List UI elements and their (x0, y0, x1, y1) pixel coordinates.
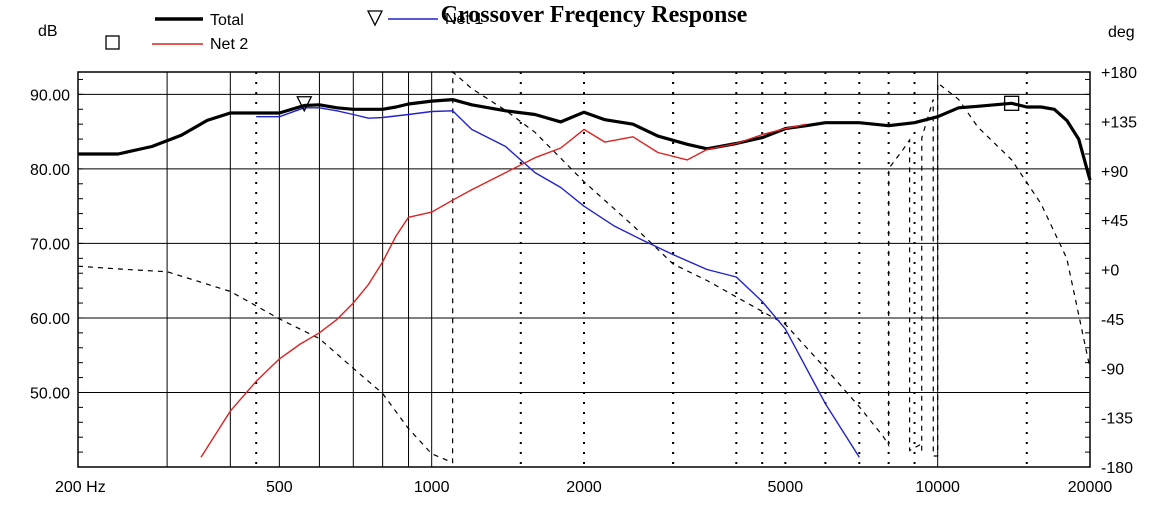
x-tick-label: 5000 (768, 479, 804, 496)
net1-triangle-down-marker (296, 96, 313, 113)
legend-label-net1: Net 1 (445, 11, 483, 28)
series-line-net-2 (200, 123, 807, 458)
y2-tick-label: +90 (1101, 164, 1128, 181)
left-axis-unit: dB (38, 23, 58, 40)
legend-triangle-down-icon (366, 10, 384, 27)
series-line-total (78, 98, 1092, 181)
x-tick-label: 200 Hz (55, 479, 106, 496)
y2-tick-label: +45 (1101, 213, 1128, 230)
y-tick-label: 60.00 (30, 311, 70, 328)
y-tick-label: 90.00 (30, 87, 70, 104)
x-tick-label: 500 (266, 479, 293, 496)
y-tick-label: 80.00 (30, 162, 70, 179)
x-tick-label: 1000 (414, 479, 450, 496)
y-tick-label: 70.00 (30, 236, 70, 253)
marker-layer (296, 95, 1020, 113)
x-tick-label: 10000 (915, 479, 960, 496)
legend: Total Net 2 Net 1 (105, 10, 483, 53)
x-tick-label: 2000 (566, 479, 602, 496)
y2-tick-label: +0 (1101, 263, 1119, 280)
plot-frame (77, 71, 1091, 468)
tick-layer: 90.00 80.00 70.00 60.00 50.00 +180 +135 +90 +45 +… (30, 65, 1137, 496)
y2-tick-label: -45 (1101, 312, 1124, 329)
legend-square-icon (105, 35, 120, 50)
x-tick-label: 20000 (1068, 479, 1113, 496)
series-line-net-1 (256, 107, 860, 458)
y2-tick-label: +180 (1101, 65, 1137, 82)
y2-tick-label: -180 (1101, 460, 1133, 477)
chart-title: Crossover Freqency Response (441, 2, 748, 28)
y-tick-label: 50.00 (30, 385, 70, 402)
y2-tick-label: -90 (1101, 361, 1124, 378)
y2-tick-label: -135 (1101, 411, 1133, 428)
y2-tick-label: +135 (1101, 114, 1137, 131)
legend-label-net2: Net 2 (210, 36, 248, 53)
series-line-phase (77, 70, 1091, 464)
phase-layer (77, 70, 1091, 464)
net2-square-marker (1003, 95, 1020, 111)
legend-label-total: Total (210, 12, 244, 29)
right-axis-unit: deg (1108, 24, 1135, 41)
series-layer (78, 98, 1092, 458)
